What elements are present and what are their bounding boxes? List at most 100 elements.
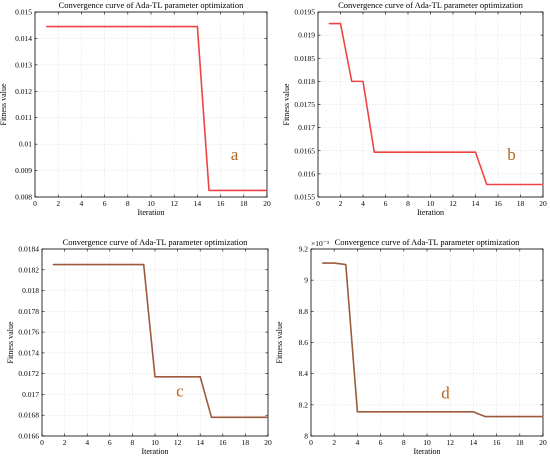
data-point xyxy=(484,415,486,418)
data-point xyxy=(57,25,59,28)
y-tick-label: 0.0182 xyxy=(18,265,39,274)
y-tick-label: 9.2 xyxy=(299,245,309,254)
x-tick-label: 12 xyxy=(174,438,182,447)
data-point xyxy=(92,25,94,28)
data-point xyxy=(507,415,509,418)
y-axis-label: Fitness value xyxy=(275,321,284,363)
y-tick-label: 0.0175 xyxy=(294,100,315,109)
data-point xyxy=(120,263,122,266)
data-point xyxy=(380,411,382,413)
data-point xyxy=(542,183,544,186)
y-tick-label: 0.014 xyxy=(15,34,32,43)
y-tick-label: 0.017 xyxy=(22,390,39,399)
data-point xyxy=(177,376,179,378)
y-tick-label: 0.013 xyxy=(15,60,32,69)
data-point xyxy=(199,376,201,378)
y-tick-label: 0.011 xyxy=(15,113,32,122)
y-tick-label: 0.0185 xyxy=(294,54,315,63)
data-point xyxy=(115,25,117,28)
y-tick-label: 0.018 xyxy=(22,286,39,295)
x-axis-label: Iteration xyxy=(413,447,440,456)
x-tick-label: 2 xyxy=(332,438,336,447)
data-point xyxy=(231,189,233,191)
y-tick-label: 0.0176 xyxy=(18,328,39,337)
x-tick-label: 10 xyxy=(427,199,435,208)
data-point xyxy=(233,416,235,418)
data-point xyxy=(530,415,532,418)
x-tick-label: 6 xyxy=(103,199,107,208)
data-point xyxy=(208,189,210,191)
y-tick-label: 0.0195 xyxy=(294,8,315,17)
x-tick-label: 18 xyxy=(242,438,250,447)
data-point xyxy=(46,25,48,28)
x-tick-label: 14 xyxy=(196,438,204,447)
x-tick-label: 8 xyxy=(131,438,135,447)
x-tick-label: 12 xyxy=(170,199,178,208)
data-point xyxy=(452,151,454,153)
x-tick-label: 4 xyxy=(85,438,89,447)
data-point xyxy=(429,151,432,153)
data-point xyxy=(109,263,111,266)
y-tick-label: 0.015 xyxy=(15,8,32,17)
chart-panel-d: 0 2 4 6 8 10 12 14 16 18 20 8 8.2 8.4 8.6 8.8 9 9.2×10⁻³ C… xyxy=(275,237,547,456)
x-tick-label: 14 xyxy=(194,199,202,208)
x-tick-label: 2 xyxy=(339,199,343,208)
x-tick-label: 4 xyxy=(80,199,84,208)
data-point xyxy=(362,80,364,82)
data-point xyxy=(154,376,156,378)
data-point xyxy=(497,183,499,186)
series-line xyxy=(322,262,543,418)
panel-letter: c xyxy=(176,382,184,401)
x-tick-label: 10 xyxy=(151,438,159,447)
y-tick-label: 9 xyxy=(304,276,308,285)
data-point xyxy=(351,80,353,82)
x-tick-label: 0 xyxy=(316,199,320,208)
x-tick-label: 16 xyxy=(494,199,502,208)
chart-title: Convergence curve of Ada-TL parameter op… xyxy=(335,237,521,247)
data-point xyxy=(143,263,145,266)
y-tick-label: 0.0166 xyxy=(18,432,39,441)
data-point xyxy=(508,183,510,186)
x-tick-label: 18 xyxy=(516,438,524,447)
chart-title: Convergence curve of Ada-TL parameter op… xyxy=(63,237,249,247)
y-tick-label: 0.0172 xyxy=(18,369,39,378)
data-point xyxy=(407,151,409,153)
data-point xyxy=(80,25,82,28)
series-line xyxy=(53,263,268,419)
data-point xyxy=(244,416,246,418)
x-tick-label: 16 xyxy=(493,438,501,447)
x-tick-label: 8 xyxy=(402,438,406,447)
x-tick-label: 6 xyxy=(379,438,383,447)
data-point xyxy=(461,411,463,413)
data-point xyxy=(138,25,140,28)
x-tick-label: 6 xyxy=(384,199,388,208)
x-tick-label: 14 xyxy=(470,438,478,447)
data-point xyxy=(542,415,544,418)
data-point xyxy=(243,189,245,191)
x-tick-label: 10 xyxy=(147,199,155,208)
data-point xyxy=(127,25,129,28)
data-point xyxy=(196,25,198,28)
y-tick-label: 0.0165 xyxy=(294,146,315,155)
data-point xyxy=(418,151,420,153)
data-point xyxy=(75,263,77,266)
y-axis-label: Fitness value xyxy=(0,83,8,125)
x-tick-label: 20 xyxy=(539,438,547,447)
y-tick-label: 0.01 xyxy=(19,140,32,149)
data-point xyxy=(384,151,387,153)
data-point xyxy=(97,263,100,266)
x-tick-label: 14 xyxy=(472,199,480,208)
x-axis-label: Iteration xyxy=(137,208,164,217)
y-tick-label: 8.2 xyxy=(299,400,309,409)
series-line xyxy=(46,25,267,192)
x-tick-label: 2 xyxy=(56,199,60,208)
y-tick-label: 0.0178 xyxy=(18,307,39,316)
data-point xyxy=(474,151,477,153)
y-tick-label: 0.018 xyxy=(298,77,315,86)
data-point xyxy=(165,376,167,378)
x-tick-label: 18 xyxy=(517,199,525,208)
data-point xyxy=(391,411,393,413)
x-tick-label: 18 xyxy=(240,199,248,208)
data-point xyxy=(210,416,213,418)
y-tick-label: 8 xyxy=(304,432,308,441)
